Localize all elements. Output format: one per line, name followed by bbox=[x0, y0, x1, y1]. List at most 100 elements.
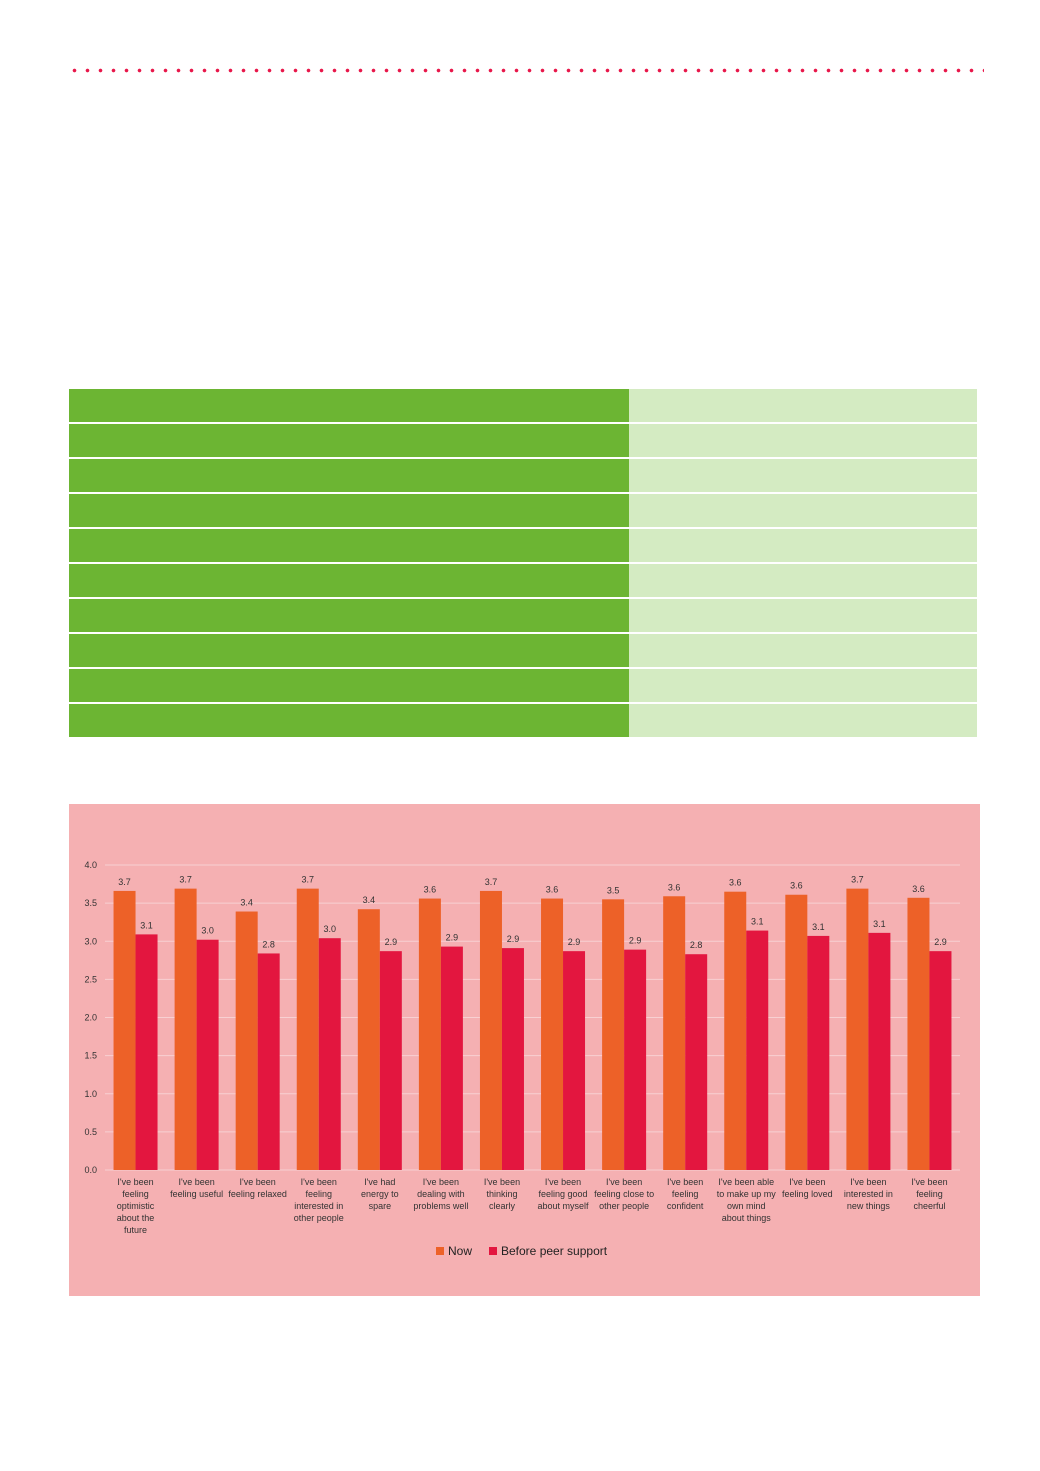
x-category-label: I've been dealing with problems well bbox=[413, 1177, 468, 1211]
data-label-before: 2.9 bbox=[446, 933, 459, 943]
table-row bbox=[69, 634, 977, 667]
x-category-label-line: I've been bbox=[423, 1177, 459, 1187]
table-row bbox=[69, 564, 977, 597]
x-category-label: I've been feeling good about myself bbox=[538, 1177, 590, 1211]
bar-now bbox=[113, 890, 136, 1170]
x-category-label-line: I've been bbox=[240, 1177, 276, 1187]
x-category-label: I've been feeling close to other people bbox=[594, 1177, 654, 1211]
data-label-before: 3.1 bbox=[873, 919, 886, 929]
x-category-label-line: dealing with bbox=[417, 1189, 465, 1199]
table-cell-right bbox=[629, 669, 977, 702]
x-category-label-line: about things bbox=[722, 1213, 772, 1223]
legend-swatch-before bbox=[489, 1247, 497, 1255]
y-tick-label: 2.5 bbox=[84, 974, 97, 984]
table-cell-right bbox=[629, 424, 977, 457]
table-cell-right bbox=[629, 389, 977, 422]
y-tick-label: 2.0 bbox=[84, 1013, 97, 1023]
table-cell-left bbox=[69, 634, 629, 667]
bar-now bbox=[479, 890, 502, 1170]
data-label-now: 3.6 bbox=[546, 885, 559, 895]
data-label-now: 3.7 bbox=[118, 877, 131, 887]
data-label-before: 2.9 bbox=[629, 936, 642, 946]
data-label-now: 3.6 bbox=[729, 878, 742, 888]
bar-now bbox=[602, 899, 625, 1170]
x-category-label: I've had energy to spare bbox=[361, 1177, 399, 1211]
x-category-label-line: I've been bbox=[301, 1177, 337, 1187]
data-label-now: 3.7 bbox=[851, 875, 864, 885]
x-category-label-line: I've been bbox=[178, 1177, 214, 1187]
x-category-label-line: feeling useful bbox=[170, 1189, 223, 1199]
x-category-label: I've been feeling useful bbox=[170, 1177, 223, 1199]
x-category-label-line: feeling good bbox=[539, 1189, 588, 1199]
bar-before bbox=[440, 946, 463, 1170]
bar-now bbox=[418, 898, 441, 1170]
table-row bbox=[69, 494, 977, 527]
bar-before bbox=[257, 953, 280, 1170]
x-category-label-line: feeling bbox=[305, 1189, 332, 1199]
bar-now bbox=[541, 898, 564, 1170]
y-tick-label: 0.5 bbox=[84, 1127, 97, 1137]
table-cell-right bbox=[629, 564, 977, 597]
y-tick-label: 4.0 bbox=[84, 860, 97, 870]
bar-now bbox=[357, 909, 380, 1170]
dotted-divider bbox=[68, 68, 984, 73]
chart-panel: 0.0 0.5 1.0 1.5 2.0 2.5 3.0 3.5 4.0 3.7 3.7 3.4 3.7 3… bbox=[69, 804, 980, 1296]
x-category-label-line: I've had bbox=[364, 1177, 395, 1187]
x-category-label-line: I've been bbox=[789, 1177, 825, 1187]
x-category-label-line: feeling relaxed bbox=[228, 1189, 287, 1199]
data-label-now: 3.6 bbox=[424, 885, 437, 895]
bar-before bbox=[868, 932, 891, 1170]
bar-before bbox=[685, 954, 708, 1170]
data-label-before: 3.1 bbox=[751, 917, 764, 927]
table-cell-left bbox=[69, 529, 629, 562]
table-cell-left bbox=[69, 494, 629, 527]
data-label-before: 2.8 bbox=[690, 940, 703, 950]
x-category-label-line: feeling loved bbox=[782, 1189, 833, 1199]
data-label-now: 3.6 bbox=[668, 882, 681, 892]
table-cell-left bbox=[69, 564, 629, 597]
bar-before bbox=[501, 948, 524, 1170]
x-category-label-line: feeling bbox=[916, 1189, 943, 1199]
data-label-before: 3.0 bbox=[323, 924, 336, 934]
x-category-label-line: I've been able bbox=[718, 1177, 774, 1187]
data-label-now: 3.7 bbox=[179, 875, 192, 885]
table-cell-left bbox=[69, 704, 629, 737]
data-label-now: 3.6 bbox=[790, 881, 803, 891]
y-tick-label: 3.5 bbox=[84, 898, 97, 908]
bar-before bbox=[929, 951, 952, 1170]
x-category-label-line: new things bbox=[847, 1201, 891, 1211]
table-row bbox=[69, 424, 977, 457]
data-label-now: 3.4 bbox=[363, 895, 376, 905]
table-cell-right bbox=[629, 459, 977, 492]
x-category-label: I've been thinking clearly bbox=[484, 1177, 520, 1211]
bar-chart: 0.0 0.5 1.0 1.5 2.0 2.5 3.0 3.5 4.0 3.7 3.7 3.4 3.7 3… bbox=[84, 860, 960, 1258]
x-category-label-line: energy to bbox=[361, 1189, 399, 1199]
bar-now bbox=[663, 896, 686, 1170]
bar-now bbox=[785, 894, 808, 1170]
x-category-label-line: feeling close to bbox=[594, 1189, 654, 1199]
x-category-label: I've been feeling optimistic about the futur… bbox=[117, 1177, 155, 1235]
bar-now bbox=[174, 888, 197, 1170]
bar-now bbox=[724, 891, 747, 1170]
x-category-label-line: feeling bbox=[672, 1189, 699, 1199]
data-label-now: 3.7 bbox=[485, 877, 498, 887]
table-row bbox=[69, 669, 977, 702]
bar-now bbox=[846, 888, 869, 1170]
data-label-now: 3.4 bbox=[240, 898, 253, 908]
table-cell-left bbox=[69, 459, 629, 492]
table-row bbox=[69, 529, 977, 562]
data-label-before: 2.9 bbox=[934, 937, 947, 947]
x-category-label: I've been feeling relaxed bbox=[228, 1177, 287, 1199]
data-label-now: 3.6 bbox=[912, 884, 925, 894]
bar-before bbox=[135, 934, 158, 1170]
x-category-label-line: interested in bbox=[844, 1189, 893, 1199]
bar-before bbox=[379, 951, 402, 1170]
legend-swatch-now bbox=[436, 1247, 444, 1255]
bar-before bbox=[318, 938, 341, 1170]
x-category-label: I've been feeling cheerful bbox=[911, 1177, 947, 1211]
bar-before bbox=[624, 949, 647, 1170]
x-category-label: I've been feeling loved bbox=[782, 1177, 833, 1199]
legend-label-before: Before peer support bbox=[501, 1244, 608, 1258]
x-category-label-line: future bbox=[124, 1225, 147, 1235]
table-cell-right bbox=[629, 529, 977, 562]
